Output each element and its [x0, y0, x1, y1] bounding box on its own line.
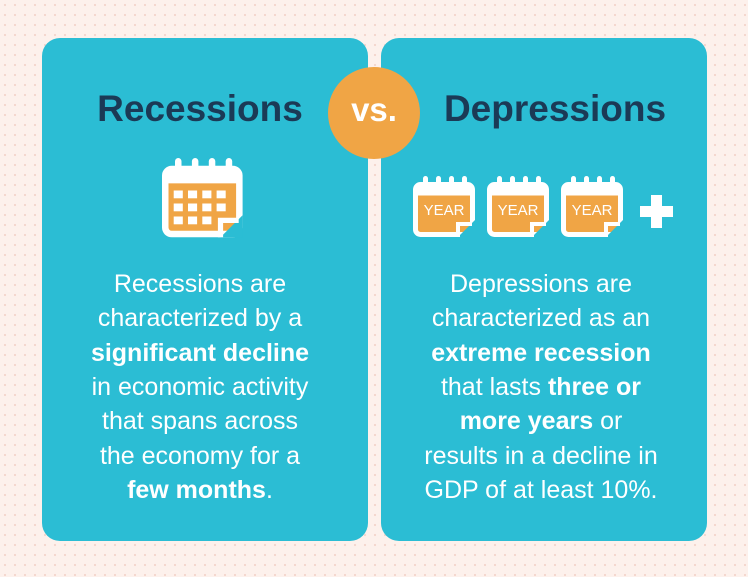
body-line: in economic activity: [35, 373, 365, 402]
body-line: more years or: [376, 407, 706, 436]
right-title: Depressions: [443, 88, 667, 129]
body-text: .: [265, 475, 273, 504]
body-text: that spans across: [102, 407, 298, 436]
body-line: the economy for a: [35, 442, 365, 471]
body-line: few months.: [35, 476, 365, 505]
year-calendar: YEAR: [564, 176, 624, 237]
body-text: Depressions are: [449, 270, 633, 298]
body-line: Depressions are: [376, 270, 706, 299]
plus-icon: [640, 195, 673, 228]
body-text: Recessions are: [113, 270, 287, 298]
bold-text: three or: [547, 372, 642, 401]
body-text: GDP of at least 10%.: [424, 475, 658, 504]
body-line: characterized by a: [35, 304, 365, 333]
bold-text: more years: [459, 407, 594, 436]
calendar-icon: [165, 158, 242, 237]
bold-text: extreme recession: [431, 338, 651, 367]
bold-text: significant decline: [90, 338, 310, 367]
body-text: that lasts: [440, 372, 548, 401]
bold-text: few months: [127, 475, 266, 504]
year-calendar: YEAR: [490, 176, 550, 237]
vs-badge: vs.: [328, 67, 420, 159]
body-line: significant decline: [35, 339, 365, 368]
right-card: [381, 38, 707, 541]
year-label: YEAR: [498, 202, 539, 219]
body-text: characterized as an: [431, 304, 651, 333]
body-line: results in a decline in: [376, 442, 706, 471]
body-line: GDP of at least 10%.: [376, 476, 706, 505]
year-label: YEAR: [424, 202, 465, 219]
left-card: [42, 38, 368, 541]
body-line: that spans across: [35, 407, 365, 436]
body-line: Recessions are: [35, 270, 365, 299]
body-line: characterized as an: [376, 304, 706, 333]
body-text: results in a decline in: [424, 441, 658, 470]
left-title: Recessions: [97, 88, 303, 129]
year-label: YEAR: [572, 202, 613, 219]
body-text: or: [593, 407, 623, 436]
body-line: extreme recession: [376, 339, 706, 368]
body-text: in economic activity: [91, 372, 309, 401]
body-text: characterized by a: [97, 304, 303, 333]
body-line: that lasts three or: [376, 373, 706, 402]
body-text: the economy for a: [99, 441, 301, 470]
year-calendar: YEAR: [416, 176, 476, 237]
